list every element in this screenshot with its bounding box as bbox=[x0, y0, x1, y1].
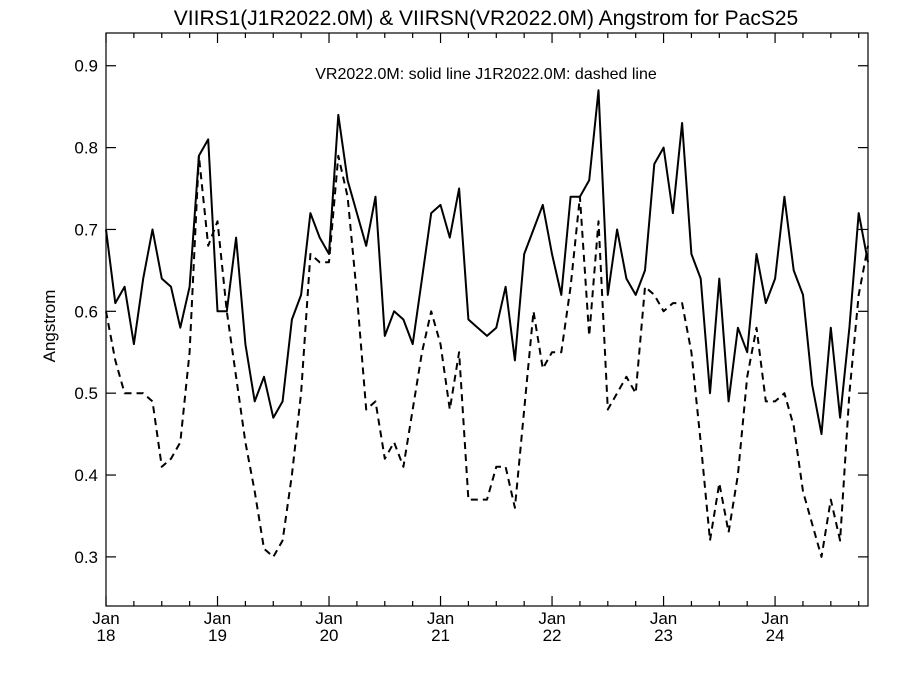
chart-title: VIIRS1(J1R2022.0M) & VIIRSN(VR2022.0M) A… bbox=[174, 7, 798, 30]
x-tick-year-label: 19 bbox=[208, 626, 227, 645]
x-tick-month-label: Jan bbox=[204, 609, 231, 628]
x-tick-year-label: 24 bbox=[766, 626, 785, 645]
y-tick-label: 0.7 bbox=[74, 220, 98, 239]
x-tick-month-label: Jan bbox=[538, 609, 565, 628]
y-axis-ticks: 0.3 0.4 0.5 0.6 0.7 0.8 0.9 bbox=[74, 57, 868, 567]
series-layer bbox=[105, 89, 869, 558]
x-tick-month-label: Jan bbox=[650, 609, 677, 628]
y-tick-label: 0.8 bbox=[74, 139, 98, 158]
y-tick-label: 0.3 bbox=[74, 548, 98, 567]
series-line-solid bbox=[105, 89, 869, 436]
y-tick-label: 0.6 bbox=[74, 302, 98, 321]
y-axis-label: Angstrom bbox=[40, 290, 59, 363]
line-style-annotation: VR2022.0M: solid line J1R2022.0M: dashed… bbox=[315, 66, 657, 83]
x-tick-year-label: 23 bbox=[654, 626, 673, 645]
y-tick-label: 0.9 bbox=[74, 57, 98, 76]
y-tick-label: 0.5 bbox=[74, 384, 98, 403]
plot-frame bbox=[105, 32, 869, 607]
x-tick-year-label: 22 bbox=[543, 626, 562, 645]
x-tick-month-label: Jan bbox=[761, 609, 788, 628]
x-tick-year-label: 20 bbox=[320, 626, 339, 645]
x-tick-month-label: Jan bbox=[315, 609, 342, 628]
x-tick-year-label: 18 bbox=[97, 626, 116, 645]
x-tick-year-label: 21 bbox=[431, 626, 450, 645]
x-tick-month-label: Jan bbox=[427, 609, 454, 628]
series-line-dashed bbox=[105, 154, 869, 558]
x-tick-month-label: Jan bbox=[92, 609, 119, 628]
y-tick-label: 0.4 bbox=[74, 466, 98, 485]
